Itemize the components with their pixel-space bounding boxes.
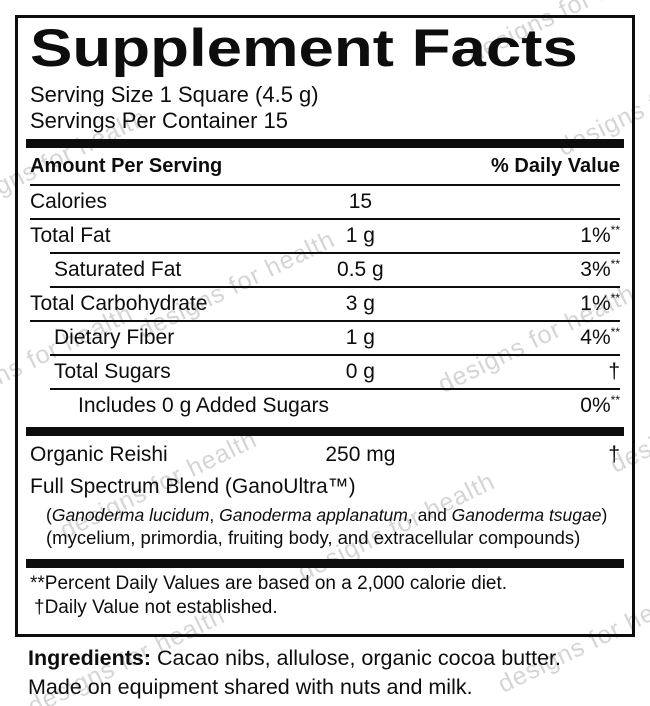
- nutrient-name: Total Sugars: [54, 359, 171, 383]
- nutrient-row-added-sugars: Includes 0 g Added Sugars 0%**: [30, 390, 620, 422]
- servings-per-container: Servings Per Container 15: [30, 107, 289, 133]
- column-header-dv: % Daily Value: [491, 154, 620, 177]
- nutrient-row-total-fat: Total Fat 1 g 1%**: [30, 220, 620, 252]
- supplement-dv: †: [608, 442, 620, 466]
- separator: [30, 319, 620, 322]
- column-header-amount: Amount Per Serving: [30, 154, 223, 177]
- separator: [50, 285, 620, 288]
- nutrient-dv: †: [608, 359, 620, 383]
- nutrient-amount: 0 g: [345, 359, 375, 383]
- nutrient-name: Total Carbohydrate: [30, 291, 208, 315]
- nutrient-amount: 3 g: [345, 291, 375, 315]
- nutrient-dv: 1%**: [580, 222, 620, 247]
- nutrient-name: Saturated Fat: [54, 257, 182, 281]
- divider-bar-bottom: [26, 558, 624, 568]
- nutrient-amount: 0.5 g: [337, 257, 384, 281]
- nutrient-amount: 1 g: [345, 223, 375, 247]
- nutrient-amount: 15: [348, 189, 373, 213]
- footnote-marker: **: [30, 572, 45, 594]
- separator: [50, 387, 620, 390]
- blend-name: Full Spectrum Blend (GanoUltra™): [30, 474, 356, 498]
- footnote-marker: †: [34, 596, 45, 618]
- panel-title: Supplement Facts: [30, 19, 578, 78]
- nutrient-dv: 4%**: [580, 324, 620, 349]
- divider-bar-middle: [26, 426, 624, 436]
- footnote-dagger: †Daily Value not established.: [34, 596, 278, 618]
- watermark-text: designs for health: [189, 0, 395, 2]
- nutrient-row-total-sugars: Total Sugars 0 g †: [30, 356, 620, 388]
- serving-size: Serving Size 1 Square (4.5 g): [30, 81, 319, 107]
- blend-parts-line: (mycelium, primordia, fruiting body, and…: [46, 526, 581, 548]
- nutrient-name: Calories: [30, 189, 108, 213]
- footnotes: **Percent Daily Values are based on a 2,…: [30, 568, 620, 620]
- nutrient-row-saturated-fat: Saturated Fat 0.5 g 3%**: [30, 254, 620, 286]
- divider-bar-top: [26, 138, 624, 148]
- footnote-daily-values: **Percent Daily Values are based on a 2,…: [30, 572, 508, 594]
- column-header-row: Amount Per Serving % Daily Value: [30, 148, 620, 184]
- nutrient-name: Dietary Fiber: [54, 325, 175, 349]
- supplement-facts-panel: Supplement Facts Serving Size 1 Square (…: [15, 15, 635, 637]
- ingredients-section: Ingredients: Cacao nibs, allulose, organ…: [28, 644, 628, 702]
- ingredients-line: Ingredients: Cacao nibs, allulose, organ…: [28, 646, 561, 670]
- supplement-amount: 250 mg: [325, 442, 396, 466]
- nutrient-amount: 1 g: [345, 325, 375, 349]
- ingredients-label: Ingredients:: [28, 646, 152, 670]
- nutrient-row-total-carbohydrate: Total Carbohydrate 3 g 1%**: [30, 288, 620, 320]
- separator: [50, 353, 620, 356]
- nutrient-dv: 3%**: [580, 256, 620, 281]
- nutrient-dv: 0%**: [580, 392, 620, 417]
- nutrient-name: Total Fat: [30, 223, 111, 247]
- species-line: (Ganoderma lucidum, Ganoderma applanatum…: [46, 504, 608, 525]
- nutrient-row-calories: Calories 15: [30, 186, 620, 218]
- nutrient-dv: 1%**: [580, 290, 620, 315]
- supplement-name: Organic Reishi: [30, 442, 168, 466]
- nutrient-row-dietary-fiber: Dietary Fiber 1 g 4%**: [30, 322, 620, 354]
- nutrient-name: Includes 0 g Added Sugars: [78, 393, 330, 417]
- supplement-row-organic-reishi: Organic Reishi 250 mg †: [30, 436, 620, 471]
- separator: [50, 251, 620, 254]
- separator: [30, 217, 620, 220]
- separator: [30, 183, 620, 186]
- allergen-line: Made on equipment shared with nuts and m…: [28, 675, 473, 699]
